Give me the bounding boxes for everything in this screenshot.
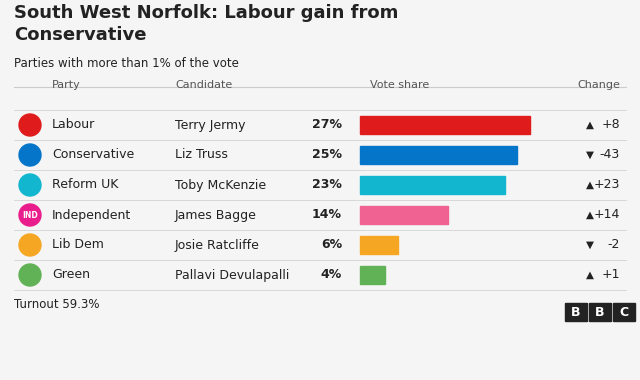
Text: Independent: Independent [52,209,131,222]
FancyBboxPatch shape [360,146,517,164]
Text: Terry Jermy: Terry Jermy [175,119,246,131]
Text: ▲: ▲ [586,210,594,220]
Text: +1: +1 [602,269,620,282]
Text: -43: -43 [600,149,620,162]
Text: Green: Green [52,269,90,282]
Text: +23: +23 [594,179,620,192]
Circle shape [19,174,41,196]
FancyBboxPatch shape [360,116,530,134]
Text: B: B [595,306,605,318]
Text: 23%: 23% [312,179,342,192]
Text: ▲: ▲ [586,120,594,130]
Text: Party: Party [52,80,81,90]
Text: James Bagge: James Bagge [175,209,257,222]
Text: 4%: 4% [321,269,342,282]
Text: ▼: ▼ [586,150,594,160]
Text: 14%: 14% [312,209,342,222]
Text: South West Norfolk: Labour gain from: South West Norfolk: Labour gain from [14,4,398,22]
Text: Vote share: Vote share [370,80,429,90]
Text: 6%: 6% [321,239,342,252]
Circle shape [19,204,41,226]
Circle shape [19,114,41,136]
Text: Reform UK: Reform UK [52,179,118,192]
Text: ▼: ▼ [586,240,594,250]
FancyBboxPatch shape [360,266,385,284]
Text: Conservative: Conservative [52,149,134,162]
Text: Toby McKenzie: Toby McKenzie [175,179,266,192]
Circle shape [19,264,41,286]
FancyBboxPatch shape [360,176,505,194]
Text: +8: +8 [602,119,620,131]
Text: Turnout 59.3%: Turnout 59.3% [14,298,99,310]
Text: B: B [572,306,580,318]
Text: Pallavi Devulapalli: Pallavi Devulapalli [175,269,289,282]
Text: C: C [620,306,628,318]
Circle shape [19,144,41,166]
Text: Parties with more than 1% of the vote: Parties with more than 1% of the vote [14,57,239,70]
FancyBboxPatch shape [360,206,448,224]
FancyBboxPatch shape [613,303,635,321]
Text: Liz Truss: Liz Truss [175,149,228,162]
FancyBboxPatch shape [565,303,587,321]
Circle shape [19,234,41,256]
Text: Josie Ratcliffe: Josie Ratcliffe [175,239,260,252]
Text: Lib Dem: Lib Dem [52,239,104,252]
Text: IND: IND [22,211,38,220]
Text: Conservative: Conservative [14,26,147,44]
Text: 25%: 25% [312,149,342,162]
Text: Candidate: Candidate [175,80,232,90]
Text: -2: -2 [607,239,620,252]
Text: ▲: ▲ [586,180,594,190]
FancyBboxPatch shape [360,236,398,254]
Text: +14: +14 [594,209,620,222]
Text: 27%: 27% [312,119,342,131]
Text: Change: Change [577,80,620,90]
Text: ▲: ▲ [586,270,594,280]
Text: Labour: Labour [52,119,95,131]
FancyBboxPatch shape [589,303,611,321]
